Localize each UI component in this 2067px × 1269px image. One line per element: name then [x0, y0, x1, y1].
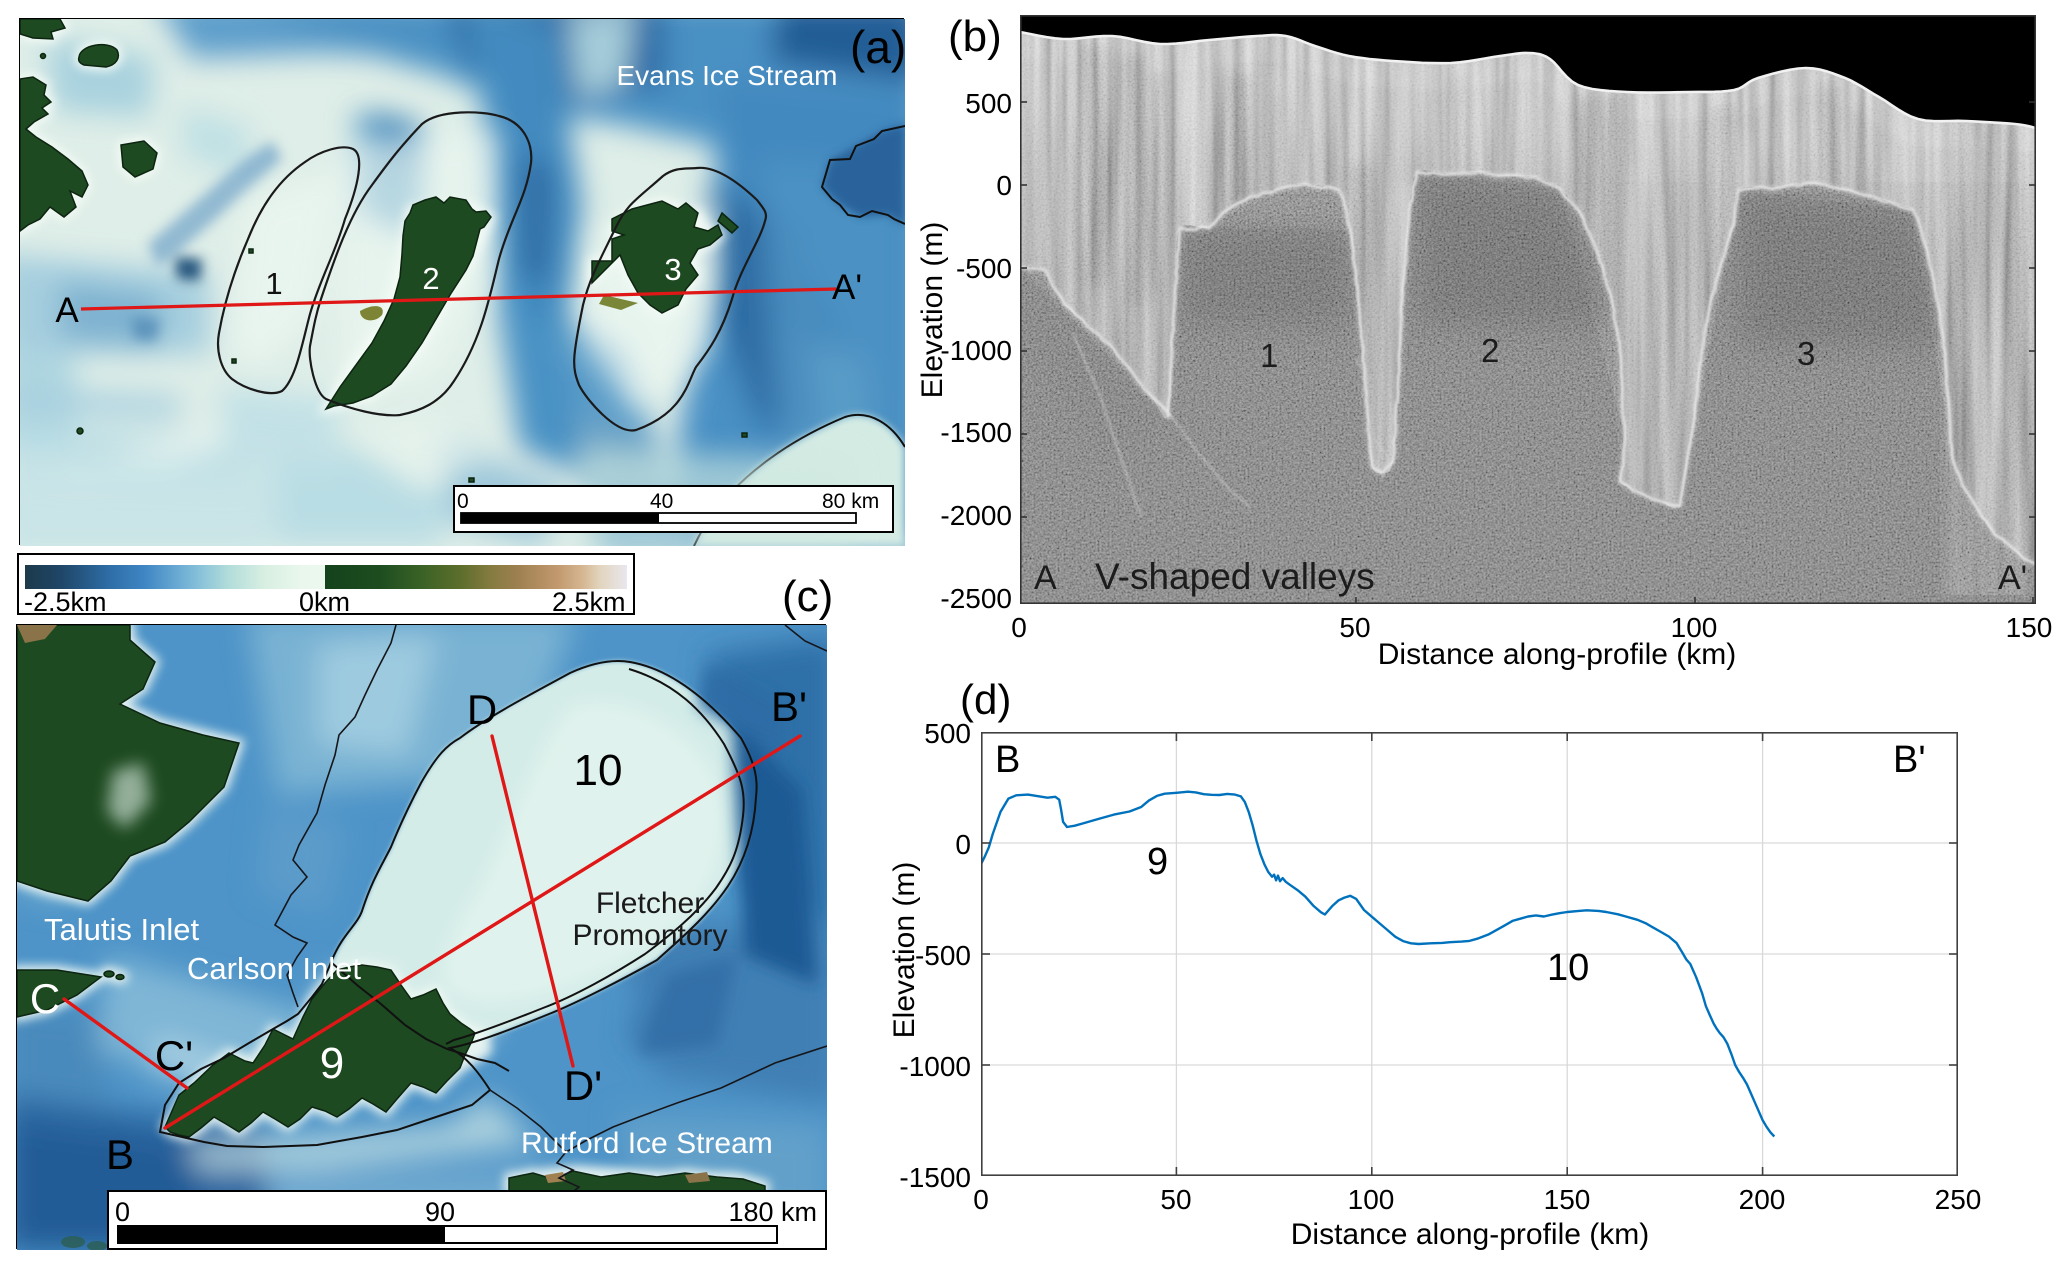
svg-text:D': D': [564, 1062, 602, 1109]
svg-text:V-shaped valleys: V-shaped valleys: [1095, 556, 1375, 597]
svg-text:C': C': [155, 1032, 193, 1079]
svg-text:Evans Ice Stream: Evans Ice Stream: [617, 60, 838, 91]
svg-text:Rutford Ice Stream: Rutford Ice Stream: [521, 1127, 773, 1160]
svg-text:80 km: 80 km: [822, 490, 879, 513]
svg-text:A: A: [1034, 559, 1057, 597]
svg-text:Carlson Inlet: Carlson Inlet: [187, 951, 361, 986]
svg-text:9: 9: [1147, 841, 1168, 883]
svg-text:10: 10: [574, 746, 623, 795]
svg-text:9: 9: [320, 1039, 344, 1088]
svg-text:180 km: 180 km: [728, 1197, 817, 1227]
svg-text:40: 40: [650, 490, 673, 513]
svg-text:A': A': [832, 268, 862, 307]
svg-text:3: 3: [1797, 335, 1815, 372]
svg-text:B': B': [771, 683, 807, 730]
svg-text:Fletcher: Fletcher: [596, 887, 704, 920]
svg-text:1: 1: [1260, 337, 1278, 374]
svg-text:2: 2: [422, 261, 439, 296]
svg-text:10: 10: [1547, 947, 1589, 989]
svg-text:Promontory: Promontory: [572, 919, 727, 952]
svg-text:A: A: [55, 291, 79, 330]
svg-text:B: B: [995, 739, 1020, 781]
svg-text:2: 2: [1481, 332, 1499, 369]
svg-text:0: 0: [115, 1197, 130, 1227]
svg-text:C: C: [30, 975, 60, 1022]
svg-text:A': A': [1998, 559, 2027, 597]
svg-text:1: 1: [265, 266, 282, 301]
svg-text:90: 90: [425, 1197, 455, 1227]
svg-text:D: D: [467, 686, 497, 733]
svg-text:Talutis Inlet: Talutis Inlet: [44, 912, 199, 947]
svg-text:B': B': [1893, 739, 1926, 781]
svg-text:0: 0: [457, 490, 469, 513]
svg-text:3: 3: [664, 252, 681, 287]
svg-text:B: B: [106, 1131, 134, 1178]
svg-text:(a): (a): [850, 21, 905, 73]
